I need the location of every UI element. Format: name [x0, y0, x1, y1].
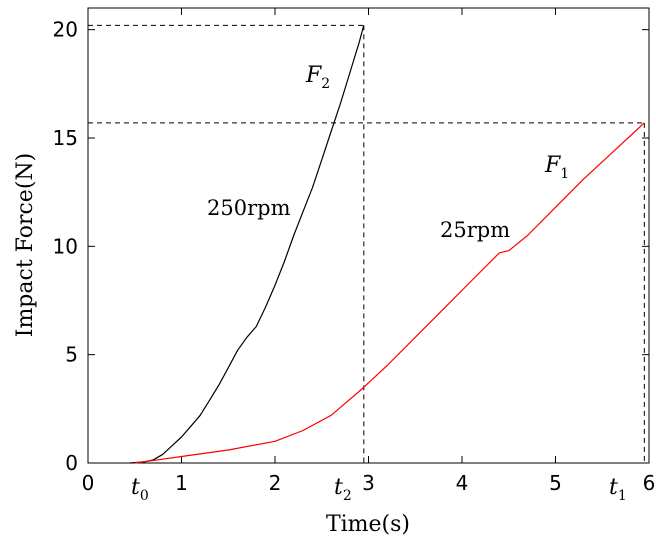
x-tick-label: 5 [549, 471, 562, 495]
series-line-f2 [130, 25, 365, 464]
y-tick-label: 5 [65, 343, 78, 367]
axes-layer: 0 1 2 3 4 5 6 0 5 10 15 20 [53, 7, 656, 495]
reference-lines [88, 24, 645, 463]
rpm-label-f1: 25rpm [440, 218, 510, 242]
label-layer: Time(s) Impact Force(N) 250rpm 25rpm F2 … [13, 63, 627, 537]
x-tick-label: 0 [82, 471, 95, 495]
x-axis-title: Time(s) [326, 512, 410, 537]
t0-label: t0 [131, 475, 149, 504]
rpm-label-f2: 250rpm [207, 196, 291, 220]
x-tick-label: 3 [362, 471, 375, 495]
series-label-f2: F2 [305, 63, 330, 92]
x-tick-label: 4 [456, 471, 469, 495]
t1-label: t1 [609, 475, 627, 504]
x-tick-label: 1 [175, 471, 188, 495]
x-tick-label: 6 [643, 471, 656, 495]
series-layer [130, 25, 645, 464]
plot-frame [87, 7, 650, 464]
y-tick-label: 20 [53, 18, 78, 42]
y-tick-label: 10 [53, 234, 78, 258]
x-tick-label: 2 [269, 471, 282, 495]
y-tick-label: 0 [65, 451, 78, 475]
t2-label: t2 [334, 475, 352, 504]
series-label-f1: F1 [544, 153, 569, 182]
y-axis-title: Impact Force(N) [13, 153, 38, 338]
y-tick-label: 15 [53, 126, 78, 150]
series-line-f1 [134, 122, 645, 464]
